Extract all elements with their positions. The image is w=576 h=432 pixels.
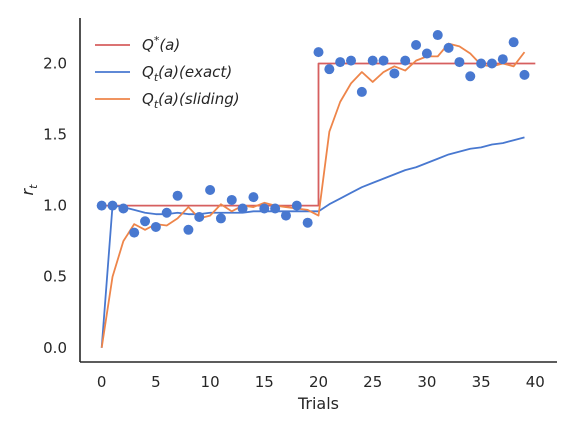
reward-point <box>280 210 291 221</box>
x-tick-label: 25 <box>363 373 382 391</box>
reward-point <box>476 58 487 69</box>
reward-point <box>129 227 140 238</box>
x-tick-label: 5 <box>151 373 161 391</box>
x-tick-label: 40 <box>526 373 545 391</box>
reward-point <box>432 30 443 41</box>
reward-point <box>411 40 422 51</box>
tick-labels: 0 5 10 15 20 25 30 35 40 0.0 0.5 1.0 1.5 2.0 <box>43 54 545 391</box>
legend-label: Qt(a)(sliding) <box>142 90 240 111</box>
reward-point <box>205 185 216 195</box>
x-tick-label: 10 <box>201 373 220 391</box>
legend-label: Qt(a)(exact) <box>142 63 232 84</box>
reward-point <box>378 55 389 66</box>
reward-point <box>335 57 346 68</box>
reward-point <box>389 68 400 79</box>
reward-point <box>259 203 270 214</box>
x-tick-label: 15 <box>255 373 274 391</box>
y-tick-label: 1.0 <box>43 197 67 215</box>
x-tick-label: 35 <box>472 373 491 391</box>
x-tick-label: 30 <box>417 373 436 391</box>
x-axis-label: Trials <box>297 394 339 413</box>
reward-point <box>194 212 205 223</box>
axes <box>79 18 557 363</box>
y-tick-label: 0.5 <box>43 268 67 286</box>
reward-point <box>183 224 194 235</box>
plot-area <box>96 30 536 348</box>
reward-point <box>226 194 237 205</box>
reward-point <box>421 48 432 59</box>
reward-point <box>346 55 357 66</box>
reward-point <box>465 71 476 82</box>
reward-point <box>454 57 465 68</box>
y-tick-label: 1.5 <box>43 126 67 144</box>
reward-point <box>150 221 161 232</box>
reward-point <box>356 86 367 97</box>
reward-point <box>172 190 183 201</box>
y-tick-label: 0.0 <box>43 339 67 357</box>
legend: Q*(a) Qt(a)(exact) Qt(a)(sliding) <box>95 34 240 111</box>
reward-point <box>270 203 281 214</box>
reward-point <box>161 207 172 218</box>
reward-point <box>486 58 497 69</box>
reward-point <box>367 55 378 66</box>
reward-point <box>497 54 508 65</box>
reward-point <box>400 55 411 66</box>
reward-point <box>215 213 226 224</box>
legend-label: Q*(a) <box>142 34 180 54</box>
reward-point <box>302 217 313 228</box>
reward-point <box>140 216 151 227</box>
y-axis-label: rt <box>18 184 40 196</box>
y-tick-label: 2.0 <box>43 54 67 72</box>
reward-point <box>118 203 129 214</box>
x-tick-label: 0 <box>97 373 107 391</box>
reward-point <box>443 42 454 53</box>
reward-point <box>107 200 118 211</box>
reward-point <box>248 192 259 203</box>
reward-point <box>291 200 302 211</box>
x-tick-label: 20 <box>309 373 328 391</box>
reward-point <box>519 69 530 80</box>
series-qstar-line <box>101 62 536 207</box>
reward-point <box>237 203 248 214</box>
series-sliding-line <box>100 42 526 348</box>
reward-point <box>508 37 519 48</box>
reward-point <box>324 64 335 75</box>
series-exact-line <box>100 136 525 348</box>
reward-point <box>313 47 324 58</box>
reward-point <box>96 200 107 211</box>
